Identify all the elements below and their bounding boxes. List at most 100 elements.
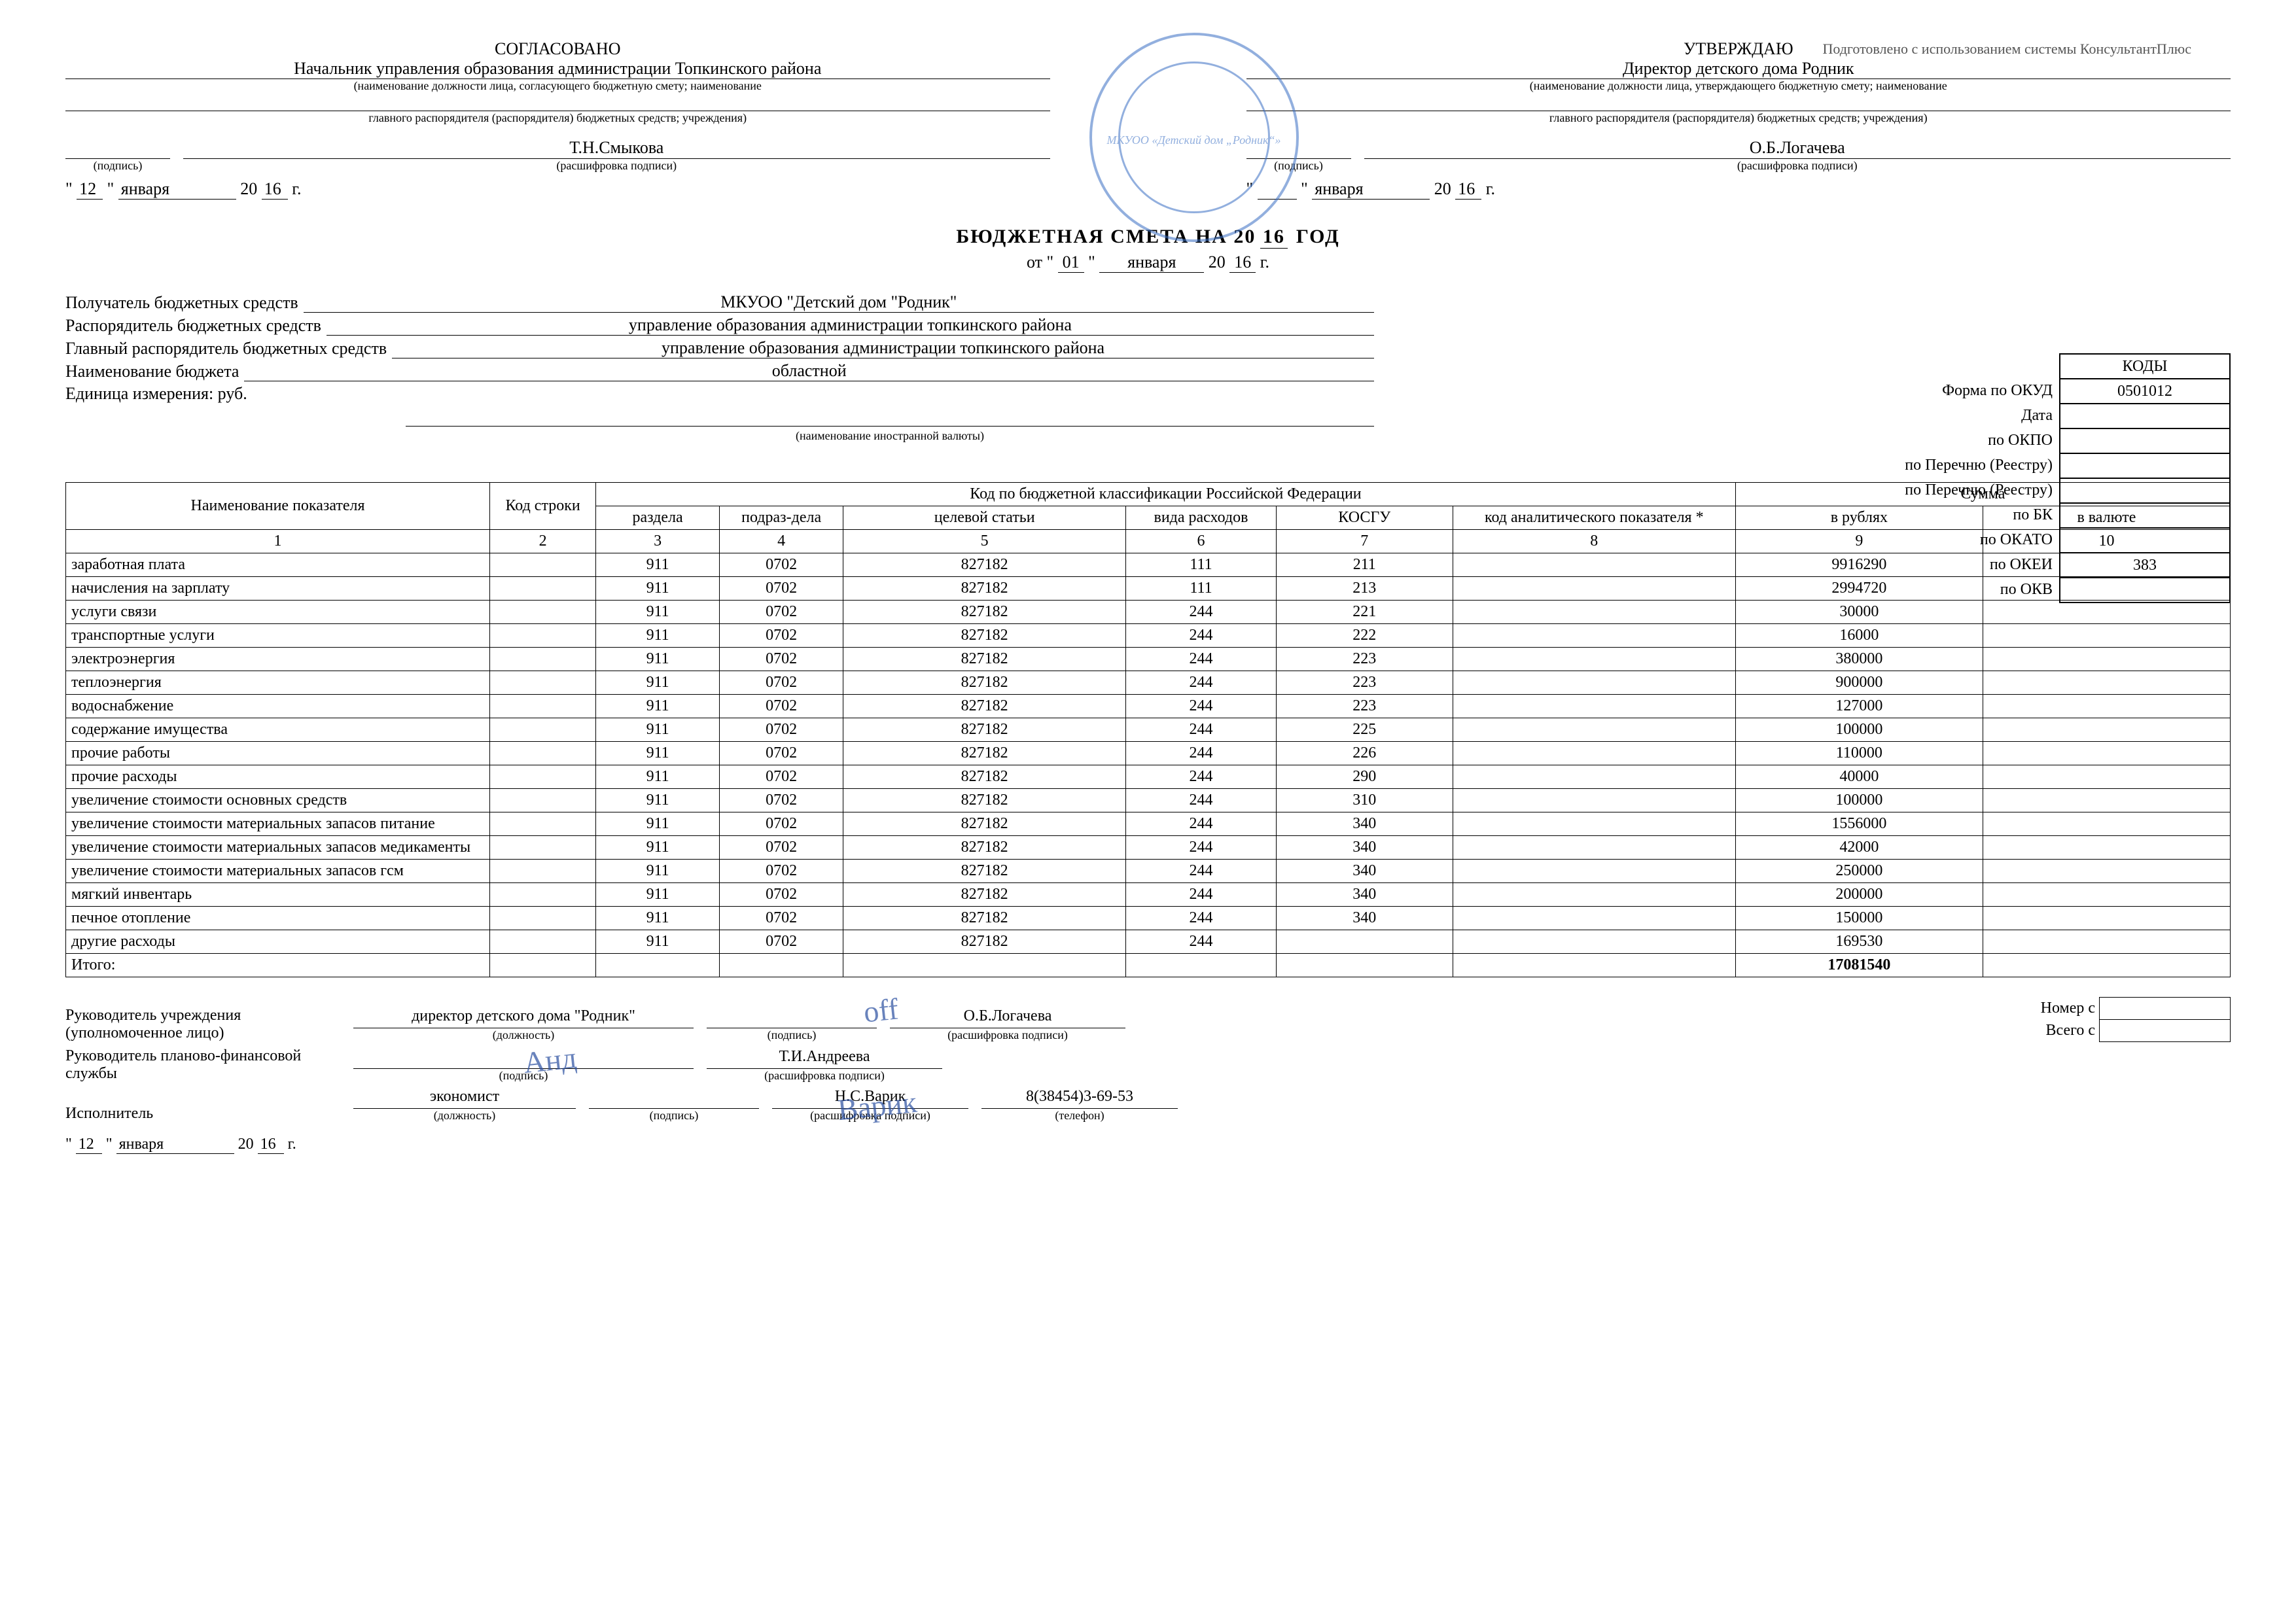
agree-name-note: (расшифровка подписи) — [183, 159, 1050, 173]
col-num: 8 — [1453, 530, 1735, 553]
approve-day — [1258, 179, 1297, 200]
table-cell: 911 — [596, 789, 720, 812]
table-cell: 340 — [1276, 836, 1453, 860]
table-cell — [1453, 907, 1735, 930]
table-cell: 911 — [596, 812, 720, 836]
info-r2v: управление образования администрации топ… — [327, 315, 1374, 336]
table-total-row: Итого:17081540 — [66, 954, 2231, 977]
f-r1name-note: (расшифровка подписи) — [890, 1028, 1125, 1042]
table-cell — [1126, 954, 1277, 977]
table-cell — [490, 553, 596, 577]
table-cell: 911 — [596, 671, 720, 695]
codes-label: Дата — [1905, 403, 2053, 428]
table-cell: 100000 — [1735, 718, 1983, 742]
top-approval-block: СОГЛАСОВАНО Начальник управления образов… — [65, 39, 2231, 200]
table-cell — [490, 577, 596, 601]
codes-block: Форма по ОКУДДатапо ОКПОпо Перечню (Реес… — [1905, 353, 2231, 603]
title-month: января — [1099, 253, 1204, 273]
codes-value — [2060, 528, 2230, 553]
f-year: 16 — [258, 1136, 284, 1154]
table-cell: 0702 — [720, 553, 843, 577]
title-day: 01 — [1058, 253, 1084, 273]
agree-title: СОГЛАСОВАНО — [65, 39, 1050, 59]
f-r3pos: экономист — [353, 1088, 576, 1109]
f-ys: г. — [288, 1136, 296, 1153]
table-cell — [490, 789, 596, 812]
info-r5l: Единица измерения: руб. — [65, 384, 253, 404]
approve-year: 16 — [1455, 179, 1481, 200]
table-cell: 169530 — [1735, 930, 1983, 954]
table-cell: 244 — [1126, 765, 1277, 789]
table-cell: 200000 — [1735, 883, 1983, 907]
table-row: увеличение стоимости материальных запасо… — [66, 860, 2231, 883]
title-main-prefix: БЮДЖЕТНАЯ СМЕТА НА 20 — [956, 226, 1256, 247]
codes-header: КОДЫ — [2060, 354, 2230, 379]
table-cell: 225 — [1276, 718, 1453, 742]
table-cell: 223 — [1276, 695, 1453, 718]
table-cell: 827182 — [843, 601, 1126, 624]
f-box-nomer: Номер с — [1969, 998, 2100, 1020]
table-cell — [490, 765, 596, 789]
table-cell: 911 — [596, 765, 720, 789]
table-cell: 0702 — [720, 930, 843, 954]
table-cell: увеличение стоимости основных средств — [66, 789, 490, 812]
table-cell: 827182 — [843, 860, 1126, 883]
agree-name: Т.Н.Смыкова — [183, 138, 1050, 159]
table-row: прочие расходы911070282718224429040000 — [66, 765, 2231, 789]
f-day: 12 — [76, 1136, 102, 1154]
approve-sign-cell — [1246, 138, 1351, 159]
table-cell: 250000 — [1735, 860, 1983, 883]
table-cell: 40000 — [1735, 765, 1983, 789]
table-cell — [720, 954, 843, 977]
table-cell — [1453, 553, 1735, 577]
table-cell: 244 — [1126, 742, 1277, 765]
table-cell: 310 — [1276, 789, 1453, 812]
table-cell: 827182 — [843, 883, 1126, 907]
codes-label: по Перечню (Реестру) — [1905, 453, 2053, 478]
info-r1v: МКУОО "Детский дом "Родник" — [304, 292, 1374, 313]
title-main-suffix: ГОД — [1296, 226, 1340, 247]
f-r2sig-note: (подпись) — [353, 1069, 694, 1083]
table-cell: 0702 — [720, 789, 843, 812]
approve-ys: г. — [1486, 179, 1495, 198]
table-cell — [490, 695, 596, 718]
agree-ys: г. — [292, 179, 301, 198]
table-cell — [1453, 718, 1735, 742]
table-cell: 244 — [1126, 624, 1277, 648]
table-cell: 0702 — [720, 648, 843, 671]
table-cell: 911 — [596, 577, 720, 601]
table-cell — [1983, 695, 2230, 718]
table-cell: начисления на зарплату — [66, 577, 490, 601]
title-year: 16 — [1229, 253, 1256, 273]
agree-yp: 20 — [240, 179, 257, 198]
col-num: 6 — [1126, 530, 1277, 553]
th-cel: целевой статьи — [843, 506, 1126, 530]
f-r2sig — [353, 1048, 694, 1069]
table-row: теплоэнергия9110702827182244223900000 — [66, 671, 2231, 695]
info-lines: Получатель бюджетных средствМКУОО "Детск… — [65, 292, 1374, 443]
codes-value — [2060, 428, 2230, 453]
th-group: Код по бюджетной классификации Российско… — [596, 483, 1736, 506]
table-cell: 911 — [596, 601, 720, 624]
table-cell: 244 — [1126, 695, 1277, 718]
table-cell: 827182 — [843, 742, 1126, 765]
table-cell — [490, 883, 596, 907]
table-cell: 911 — [596, 553, 720, 577]
table-cell: увеличение стоимости материальных запасо… — [66, 812, 490, 836]
table-cell — [1453, 812, 1735, 836]
table-cell — [1276, 930, 1453, 954]
f-r3tel: 8(38454)3-69-53 — [981, 1088, 1178, 1109]
table-cell — [1983, 648, 2230, 671]
table-cell — [1453, 765, 1735, 789]
table-cell: 223 — [1276, 671, 1453, 695]
col-num: 2 — [490, 530, 596, 553]
table-cell: 244 — [1126, 671, 1277, 695]
approve-position: Директор детского дома Родник — [1246, 59, 2231, 79]
table-cell: 150000 — [1735, 907, 1983, 930]
approve-name: О.Б.Логачева — [1364, 138, 2231, 159]
table-cell: 222 — [1276, 624, 1453, 648]
table-cell: 0702 — [720, 812, 843, 836]
table-row: услуги связи911070282718224422130000 — [66, 601, 2231, 624]
codes-label: по ОКЕИ — [1905, 552, 2053, 577]
table-cell: 911 — [596, 836, 720, 860]
